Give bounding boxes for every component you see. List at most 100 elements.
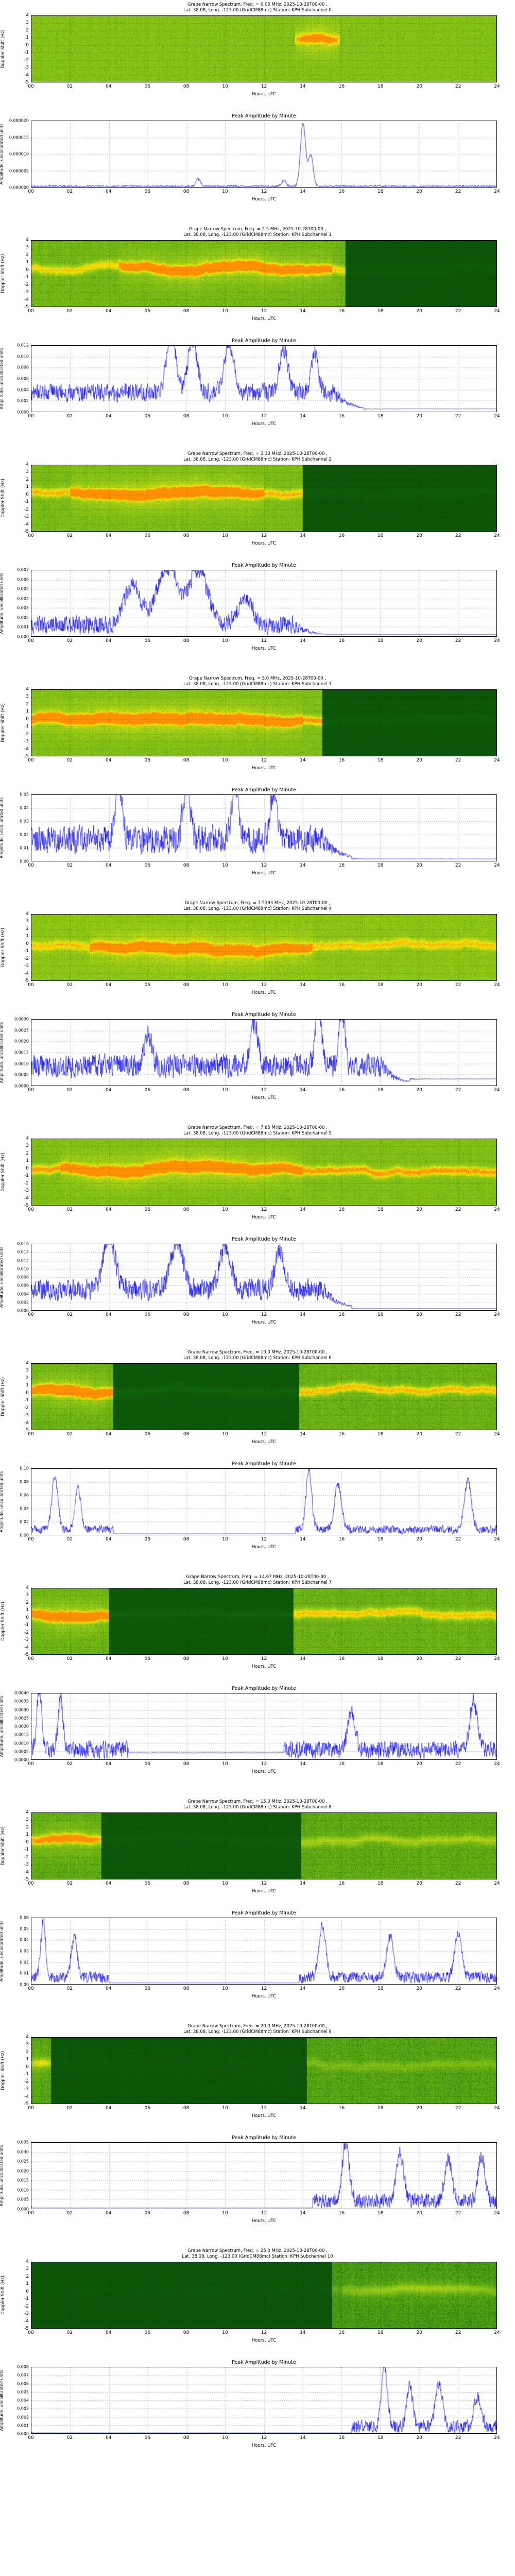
x-tick-label: 08 bbox=[183, 309, 190, 314]
x-tick-label: 14 bbox=[300, 1537, 306, 1542]
y-tick-label: 4 bbox=[26, 1361, 29, 1366]
spectrogram-x-axis-label: Hours, UTC bbox=[251, 1439, 277, 1445]
x-tick-label: 16 bbox=[338, 1881, 345, 1886]
y-tick-label: -1 bbox=[24, 499, 29, 505]
x-tick-label: 04 bbox=[106, 1207, 112, 1212]
y-tick-label: -2 bbox=[24, 1630, 29, 1635]
x-tick-label: 10 bbox=[222, 2211, 228, 2216]
spectrogram-x-axis-label: Hours, UTC bbox=[251, 541, 277, 546]
y-tick-label: 0.002 bbox=[17, 2415, 29, 2419]
y-tick-label: 0.007 bbox=[17, 2372, 29, 2378]
x-tick-label: 00 bbox=[28, 1432, 34, 1437]
y-tick-label: 0.0030 bbox=[14, 1016, 29, 1022]
y-tick-label: 0.02 bbox=[20, 1519, 29, 1524]
x-tick-label: 10 bbox=[222, 189, 228, 194]
spectrogram-y-axis-label-text: Doppler Shift (Hz) bbox=[1, 1602, 6, 1641]
spectrogram-y-ticks: 4 3 2 1 0 -1 -2 -3 -4 -5 bbox=[10, 1585, 30, 1657]
x-tick-label: 04 bbox=[106, 309, 112, 314]
y-tick-label: 0.006 bbox=[17, 577, 29, 582]
x-tick-label: 12 bbox=[261, 2330, 267, 2335]
x-tick-label: 18 bbox=[377, 1986, 384, 1991]
x-tick-label: 00 bbox=[28, 1312, 34, 1317]
x-tick-label: 16 bbox=[338, 1207, 345, 1212]
x-tick-label: 08 bbox=[183, 1088, 190, 1093]
y-tick-label: 0.01 bbox=[20, 1971, 29, 1976]
y-tick-label: 0.000010 bbox=[9, 151, 29, 157]
x-tick-label: 00 bbox=[28, 1656, 34, 1662]
spectrogram-image bbox=[31, 1588, 496, 1654]
y-tick-label: -5 bbox=[24, 304, 29, 310]
amplitude-x-ticks: 00 02 04 06 08 10 12 14 16 18 20 22 24 bbox=[28, 1761, 500, 1769]
y-tick-label: 0.002 bbox=[17, 1300, 29, 1305]
spectrogram-x-axis-label: Hours, UTC bbox=[251, 990, 277, 995]
y-tick-label: -1 bbox=[24, 1847, 29, 1853]
x-tick-label: 20 bbox=[416, 1207, 422, 1212]
x-tick-label: 18 bbox=[377, 309, 384, 314]
x-tick-label: 22 bbox=[455, 189, 461, 194]
amplitude-plot-area bbox=[31, 1918, 497, 1985]
x-tick-label: 12 bbox=[261, 758, 267, 763]
y-tick-label: -4 bbox=[24, 1869, 29, 1875]
y-tick-label: 0.000 bbox=[17, 634, 29, 639]
spectrogram-y-axis-label-text: Doppler Shift (Hz) bbox=[1, 928, 6, 967]
y-tick-label: 0.002 bbox=[17, 615, 29, 620]
x-tick-label: 14 bbox=[300, 533, 306, 538]
spectrogram-panel-10: Grape Narrow Spectrum, Freq. = 25.0 MHz,… bbox=[0, 2246, 515, 2359]
x-tick-label: 18 bbox=[377, 1656, 384, 1662]
x-tick-label: 12 bbox=[261, 84, 267, 89]
spectrogram-title: Grape Narrow Spectrum, Freq. = 15.0 MHz,… bbox=[183, 1799, 332, 1810]
x-tick-label: 16 bbox=[338, 1088, 345, 1093]
x-tick-label: 08 bbox=[183, 414, 190, 419]
y-tick-label: 2 bbox=[26, 27, 29, 33]
y-tick-label: -2 bbox=[24, 1180, 29, 1186]
y-tick-label: 1 bbox=[26, 709, 29, 715]
y-tick-label: -1 bbox=[24, 2296, 29, 2302]
spectrogram-image bbox=[31, 465, 496, 531]
x-tick-label: 02 bbox=[66, 1537, 73, 1542]
y-tick-label: 0.012 bbox=[17, 343, 29, 348]
y-tick-label: 0.000 bbox=[17, 410, 29, 415]
y-tick-label: 3 bbox=[26, 245, 29, 250]
y-tick-label: -2 bbox=[24, 2079, 29, 2084]
spectrogram-y-ticks: 4 3 2 1 0 -1 -2 -3 -4 -5 bbox=[10, 2259, 30, 2331]
x-tick-label: 22 bbox=[455, 982, 461, 988]
amplitude-y-ticks: 0.0000 0.0005 0.0010 0.0015 0.0020 0.0025 0.00… bbox=[4, 1016, 30, 1089]
x-tick-label: 02 bbox=[66, 414, 73, 419]
y-tick-label: 0.004 bbox=[17, 596, 29, 601]
spectrogram-y-axis-label: Doppler Shift (Hz) bbox=[0, 1812, 7, 1879]
x-tick-label: 14 bbox=[300, 1432, 306, 1437]
amplitude-panel-4: Peak Amplitude by Minute Amplitude, uncal… bbox=[0, 1011, 515, 1123]
x-tick-label: 22 bbox=[455, 2435, 461, 2441]
x-tick-label: 06 bbox=[144, 982, 150, 988]
amplitude-y-ticks: 0.00 0.01 0.02 0.03 0.04 0.05 0.06 bbox=[4, 1916, 30, 1987]
x-tick-label: 12 bbox=[261, 1537, 267, 1542]
amplitude-y-axis-label-text: Amplitude, uncalibrated units bbox=[0, 1471, 4, 1533]
amplitude-line-chart bbox=[31, 1693, 496, 1759]
amplitude-y-ticks: 0.000 0.005 0.010 0.015 0.020 0.025 0.030 0.035 bbox=[4, 2140, 30, 2212]
x-tick-label: 04 bbox=[106, 1537, 112, 1542]
amplitude-x-axis-label: Hours, UTC bbox=[251, 197, 277, 202]
x-tick-label: 12 bbox=[261, 2106, 267, 2111]
x-tick-label: 06 bbox=[144, 414, 150, 419]
x-tick-label: 20 bbox=[416, 982, 422, 988]
spectrogram-x-axis-label: Hours, UTC bbox=[251, 1664, 277, 1669]
y-tick-label: -2 bbox=[24, 282, 29, 287]
y-tick-label: -5 bbox=[24, 754, 29, 759]
x-tick-label: 18 bbox=[377, 533, 384, 538]
spectrogram-plot-area bbox=[31, 689, 497, 756]
x-tick-label: 10 bbox=[222, 533, 228, 538]
x-tick-label: 00 bbox=[28, 414, 34, 419]
spectrogram-panel-2: Grape Narrow Spectrum, Freq. = 3.33 MHz,… bbox=[0, 449, 515, 562]
x-tick-label: 12 bbox=[261, 1761, 267, 1767]
y-tick-label: -4 bbox=[24, 2094, 29, 2099]
amplitude-x-ticks: 00 02 04 06 08 10 12 14 16 18 20 22 24 bbox=[28, 863, 500, 870]
amplitude-x-ticks: 00 02 04 06 08 10 12 14 16 18 20 22 24 bbox=[28, 1312, 500, 1319]
x-tick-label: 16 bbox=[338, 2330, 345, 2335]
x-tick-label: 22 bbox=[455, 2106, 461, 2111]
amplitude-title: Peak Amplitude by Minute bbox=[232, 1012, 296, 1018]
amplitude-panel-0: Peak Amplitude by Minute Amplitude, uncal… bbox=[0, 112, 515, 225]
x-tick-label: 14 bbox=[300, 1656, 306, 1662]
spectrogram-plot-area bbox=[31, 240, 497, 307]
x-tick-label: 20 bbox=[416, 1986, 422, 1991]
spectrogram-y-axis-label: Doppler Shift (Hz) bbox=[0, 240, 7, 307]
